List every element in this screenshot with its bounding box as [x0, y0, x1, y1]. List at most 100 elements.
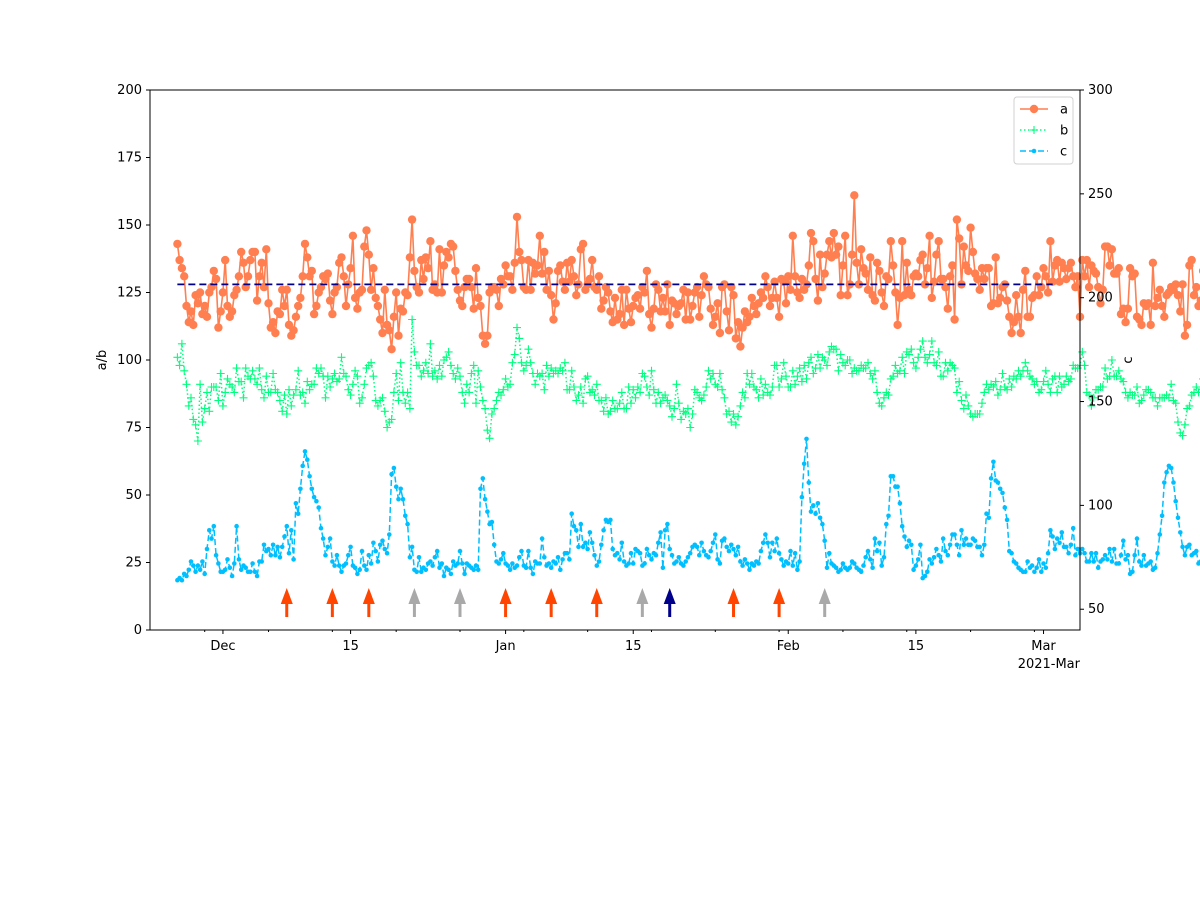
series-a-point [214, 323, 222, 331]
series-a-point [235, 272, 243, 280]
series-c-point [369, 561, 374, 566]
series-c-point [585, 547, 590, 552]
series-c-point [458, 549, 463, 554]
series-a-point [232, 286, 240, 294]
x-tick-label: 15 [625, 639, 642, 654]
series-c-point [1160, 514, 1165, 519]
series-c-point [811, 503, 816, 508]
series-c-point [724, 545, 729, 550]
series-c-point [731, 547, 736, 552]
series-c-point [506, 563, 511, 568]
series-c-point [471, 568, 476, 573]
series-c-point [481, 476, 486, 481]
x-offset-label: 2021-Mar [1018, 657, 1081, 672]
series-c-point [282, 534, 287, 539]
series-c-point [964, 536, 969, 541]
series-c-point [1135, 536, 1140, 541]
series-a-point [659, 294, 667, 302]
series-c-point [508, 568, 513, 573]
series-c-point [376, 559, 381, 564]
series-a-point [773, 294, 781, 302]
series-c-point [900, 524, 905, 529]
series-c-point [250, 561, 255, 566]
series-c-point [1014, 561, 1019, 566]
series-c-point [483, 497, 488, 502]
series-a-point [308, 267, 316, 275]
series-c-point [1003, 505, 1008, 510]
series-c-point [661, 565, 666, 570]
series-a-point [1156, 286, 1164, 294]
y-right-tick-label: 300 [1088, 83, 1113, 98]
series-a-point [1181, 332, 1189, 340]
series-c-point [1107, 547, 1112, 552]
series-a-point [362, 226, 370, 234]
series-a-point [1033, 272, 1041, 280]
series-a-point [789, 232, 797, 240]
series-a-point [586, 275, 594, 283]
series-a-point [928, 294, 936, 302]
series-a-point [953, 215, 961, 223]
series-c-point [597, 559, 602, 564]
series-a-point [1115, 264, 1123, 272]
series-c-point [939, 559, 944, 564]
series-a-point [175, 256, 183, 264]
series-a-point [540, 248, 548, 256]
series-a-point [367, 286, 375, 294]
series-a-point [1014, 313, 1022, 321]
series-c-point [266, 547, 271, 552]
series-a-point [358, 286, 366, 294]
series-c-point [1005, 518, 1010, 523]
series-c-point [770, 541, 775, 546]
series-c-point [1066, 551, 1071, 556]
series-c-point [234, 524, 239, 529]
series-c-point [952, 532, 957, 537]
series-a-point [210, 267, 218, 275]
series-c-point [879, 563, 884, 568]
series-c-point [982, 543, 987, 548]
series-a-point [766, 302, 774, 310]
series-c-point [702, 549, 707, 554]
series-c-point [834, 565, 839, 570]
series-c-point [822, 538, 827, 543]
series-c-point [667, 547, 672, 552]
series-c-point [989, 476, 994, 481]
series-c-point [1094, 551, 1099, 556]
series-a-point [360, 242, 368, 250]
series-a-point [636, 305, 644, 313]
series-c-point [330, 559, 335, 564]
series-c-point [569, 511, 574, 516]
series-a-point [709, 321, 717, 329]
series-a-point [561, 286, 569, 294]
series-a-point [898, 237, 906, 245]
series-c-point [647, 553, 652, 558]
series-a-point [508, 286, 516, 294]
series-a-point [495, 302, 503, 310]
series-c-point [373, 549, 378, 554]
series-a-point [761, 272, 769, 280]
series-a-point [196, 288, 204, 296]
legend-swatch-marker [1030, 105, 1038, 113]
series-a-point [622, 286, 630, 294]
series-a-point [736, 342, 744, 350]
series-c-point [440, 561, 445, 566]
series-a-point [643, 267, 651, 275]
series-c-point [437, 565, 442, 570]
series-a-point [677, 299, 685, 307]
series-a-point [848, 251, 856, 259]
series-c-point [239, 568, 244, 573]
series-c-point [180, 578, 185, 583]
series-c-point [708, 549, 713, 554]
series-c-point [348, 545, 353, 550]
series-a-point [189, 321, 197, 329]
series-a-point [219, 288, 227, 296]
y-left-tick-label: 175 [117, 151, 142, 166]
series-c-point [984, 511, 989, 516]
series-a-point [376, 315, 384, 323]
series-c-point [387, 532, 392, 537]
series-c-point [788, 549, 793, 554]
series-c-point [462, 572, 467, 577]
y-left-axis-label: a/b [95, 350, 110, 371]
series-c-point [977, 545, 982, 550]
series-c-point [1037, 557, 1042, 562]
series-c-point [802, 462, 807, 467]
